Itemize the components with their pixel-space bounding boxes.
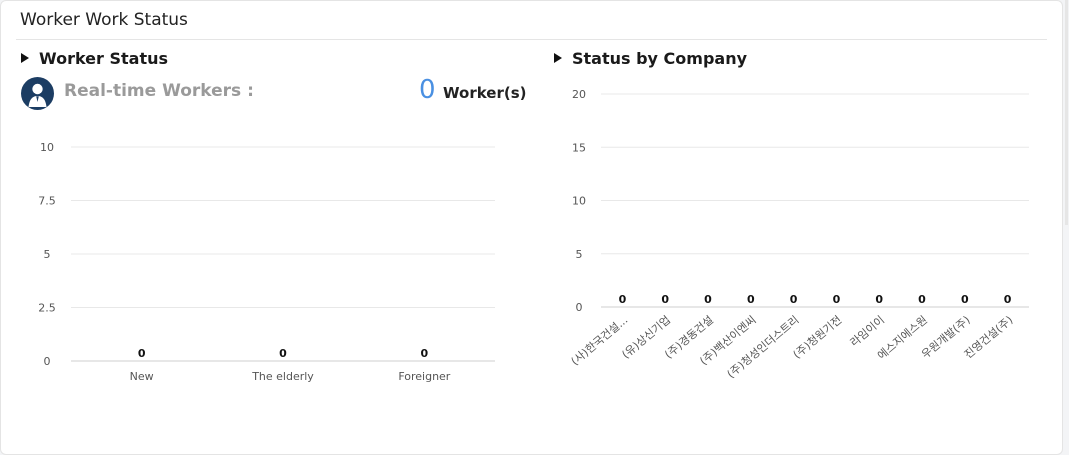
triangle-bullet-icon bbox=[21, 53, 29, 63]
data-label: 0 bbox=[918, 293, 926, 306]
title-divider bbox=[16, 39, 1047, 40]
x-tick-label: (주)청성인더스트리 bbox=[725, 313, 802, 381]
y-tick-label: 10 bbox=[572, 195, 586, 208]
data-label: 0 bbox=[619, 293, 627, 306]
triangle-bullet-icon bbox=[554, 53, 562, 63]
worker-status-heading: Worker Status bbox=[21, 49, 168, 68]
data-label: 0 bbox=[833, 293, 841, 306]
scrollbar[interactable] bbox=[1065, 0, 1068, 225]
data-label: 0 bbox=[138, 347, 146, 360]
data-label: 0 bbox=[279, 347, 287, 360]
y-tick-label: 5 bbox=[44, 248, 51, 261]
person-avatar-icon bbox=[21, 77, 54, 110]
y-tick-label: 5 bbox=[576, 248, 583, 261]
worker-status-chart: 0 2.5 5 7.5 10 0 New 0 The elderly 0 Foreigner bbox=[38, 141, 495, 383]
data-label: 0 bbox=[747, 293, 755, 306]
y-tick-label: 7.5 bbox=[38, 195, 56, 208]
data-label: 0 bbox=[875, 293, 883, 306]
x-tick-label: The elderly bbox=[251, 370, 314, 383]
x-tick-label: (사)한국건설... bbox=[569, 313, 631, 368]
company-status-title: Status by Company bbox=[572, 49, 748, 68]
data-label: 0 bbox=[661, 293, 669, 306]
y-tick-label: 0 bbox=[576, 301, 583, 314]
y-tick-label: 10 bbox=[40, 141, 54, 154]
y-tick-label: 0 bbox=[44, 355, 51, 368]
worker-status-title: Worker Status bbox=[39, 49, 169, 68]
data-label: 0 bbox=[961, 293, 969, 306]
y-tick-label: 2.5 bbox=[38, 302, 56, 315]
realtime-workers-unit: Worker(s) bbox=[443, 84, 527, 102]
panel-title: Worker Work Status bbox=[20, 10, 188, 30]
x-tick-label: 라임이이 bbox=[848, 313, 887, 349]
company-status-heading: Status by Company bbox=[554, 49, 747, 68]
data-label: 0 bbox=[1004, 293, 1012, 306]
x-tick-label: New bbox=[130, 370, 154, 383]
data-label: 0 bbox=[790, 293, 798, 306]
y-tick-label: 15 bbox=[572, 141, 586, 154]
data-label: 0 bbox=[421, 347, 429, 360]
realtime-workers-label: Real-time Workers : bbox=[64, 81, 254, 101]
x-tick-label: Foreigner bbox=[398, 370, 450, 383]
data-label: 0 bbox=[704, 293, 712, 306]
y-tick-label: 20 bbox=[572, 88, 586, 101]
realtime-workers-count: 0 bbox=[419, 75, 436, 105]
